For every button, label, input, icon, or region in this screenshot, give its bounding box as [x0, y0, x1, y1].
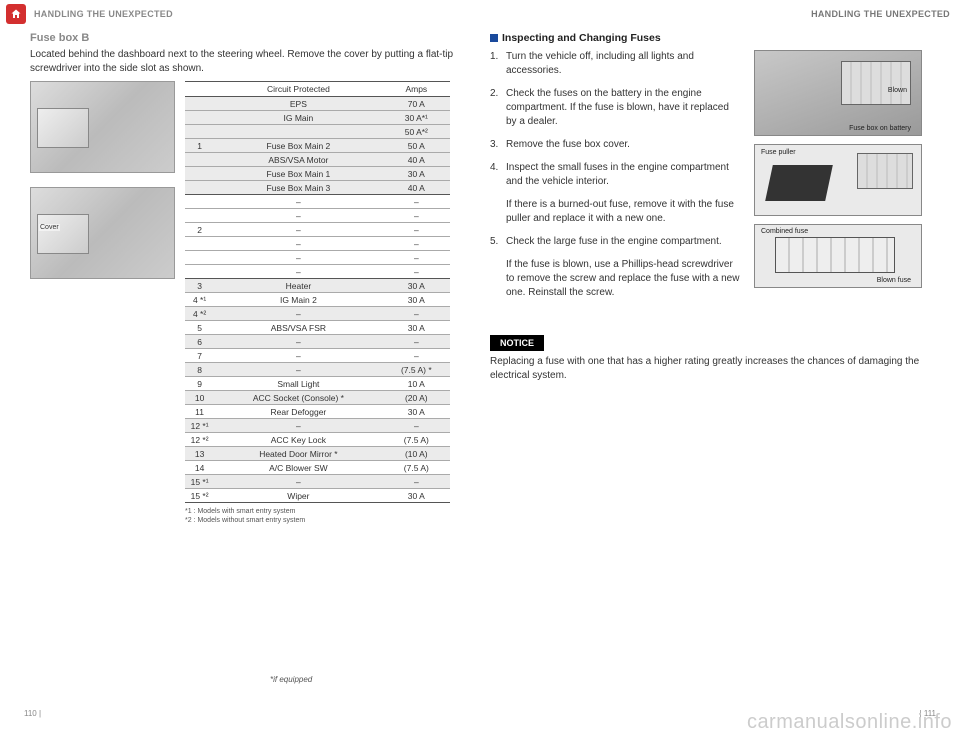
list-item: 4.Inspect the small fuses in the engine … — [490, 161, 742, 189]
th-blank — [185, 82, 214, 97]
table-row: 13Heated Door Mirror *(10 A) — [185, 447, 450, 461]
table-row: –– — [185, 237, 450, 251]
diagram-battery-fuse: Blown Fuse box on battery — [754, 50, 922, 136]
diagram-fuse-puller: Fuse puller — [754, 144, 922, 216]
table-row: 4 *²–– — [185, 307, 450, 321]
left-column: Fuse box B Located behind the dashboard … — [30, 32, 460, 525]
section-header-right: HANDLING THE UNEXPECTED — [811, 9, 950, 19]
table-row: 1Fuse Box Main 250 A — [185, 139, 450, 153]
diagram-combined-fuse: Combined fuse Blown fuse — [754, 224, 922, 288]
table-row: EPS70 A — [185, 97, 450, 111]
cover-label: Cover — [39, 224, 60, 231]
fuse-box-subtitle: Fuse box B — [30, 32, 460, 44]
table-row: 11Rear Defogger30 A — [185, 405, 450, 419]
right-heading: Inspecting and Changing Fuses — [490, 32, 930, 44]
table-row: –– — [185, 265, 450, 279]
fuse-table: Circuit Protected Amps EPS70 AIG Main30 … — [185, 81, 450, 503]
table-row: ABS/VSA Motor40 A — [185, 153, 450, 167]
blown-fuse-label: Blown fuse — [877, 277, 911, 284]
table-row: Fuse Box Main 130 A — [185, 167, 450, 181]
watermark: carmanualsonline.info — [747, 711, 952, 734]
table-row: 12 *¹–– — [185, 419, 450, 433]
home-icon[interactable] — [6, 4, 26, 24]
table-row: 50 A*² — [185, 125, 450, 139]
table-row: 15 *¹–– — [185, 475, 450, 489]
table-row: 15 *²Wiper30 A — [185, 489, 450, 503]
table-row: 5ABS/VSA FSR30 A — [185, 321, 450, 335]
fuse-box-image-1 — [30, 81, 175, 173]
diagrams-column: Blown Fuse box on battery Fuse puller Co… — [754, 50, 922, 317]
table-row: –– — [185, 209, 450, 223]
combined-fuse-label: Combined fuse — [761, 228, 808, 235]
images-column: Cover — [30, 81, 175, 525]
list-item: 2.Check the fuses on the battery in the … — [490, 87, 742, 129]
fuse-box-intro: Located behind the dashboard next to the… — [30, 48, 460, 75]
table-row: 7–– — [185, 349, 450, 363]
table-row: 8–(7.5 A) * — [185, 363, 450, 377]
table-row: 10ACC Socket (Console) *(20 A) — [185, 391, 450, 405]
footnote-2: *2 : Models without smart entry system — [185, 516, 450, 525]
table-row: IG Main30 A*¹ — [185, 111, 450, 125]
section-header-left: HANDLING THE UNEXPECTED — [34, 9, 811, 19]
table-row: Fuse Box Main 340 A — [185, 181, 450, 195]
table-row: –– — [185, 195, 450, 209]
right-heading-text: Inspecting and Changing Fuses — [502, 32, 661, 44]
table-row: 4 *¹IG Main 230 A — [185, 293, 450, 307]
step-5: 5.Check the large fuse in the engine com… — [490, 235, 742, 249]
fuse-box-image-2: Cover — [30, 187, 175, 279]
page-body: Fuse box B Located behind the dashboard … — [0, 26, 960, 535]
top-bar: HANDLING THE UNEXPECTED HANDLING THE UNE… — [0, 0, 960, 26]
table-row: 14A/C Blower SW(7.5 A) — [185, 461, 450, 475]
table-row: 6–– — [185, 335, 450, 349]
if-equipped-note: *if equipped — [270, 675, 312, 684]
table-row: 9Small Light10 A — [185, 377, 450, 391]
steps-list: 1.Turn the vehicle off, including all li… — [490, 50, 742, 189]
fuse-puller-label: Fuse puller — [761, 149, 796, 156]
table-row: 2–– — [185, 223, 450, 237]
step4-extra: If there is a burned-out fuse, remove it… — [506, 198, 742, 226]
right-column: Inspecting and Changing Fuses 1.Turn the… — [490, 32, 930, 525]
table-row: 12 *²ACC Key Lock(7.5 A) — [185, 433, 450, 447]
notice-badge: NOTICE — [490, 335, 544, 351]
list-item: 1.Turn the vehicle off, including all li… — [490, 50, 742, 78]
footnote-1: *1 : Models with smart entry system — [185, 507, 450, 516]
notice-text: Replacing a fuse with one that has a hig… — [490, 355, 930, 383]
fuse-table-wrap: Circuit Protected Amps EPS70 AIG Main30 … — [185, 81, 450, 525]
page-number-left: 110 | — [24, 709, 41, 718]
fusebox-battery-label: Fuse box on battery — [849, 125, 911, 132]
footnotes: *1 : Models with smart entry system *2 :… — [185, 507, 450, 525]
table-row: 3Heater30 A — [185, 279, 450, 293]
step5-extra: If the fuse is blown, use a Phillips-hea… — [506, 258, 742, 300]
list-item: 3.Remove the fuse box cover. — [490, 138, 742, 152]
steps-column: 1.Turn the vehicle off, including all li… — [490, 50, 742, 317]
blue-square-icon — [490, 34, 498, 42]
blown-label: Blown — [888, 87, 907, 94]
table-row: –– — [185, 251, 450, 265]
th-amps: Amps — [383, 82, 450, 97]
th-circuit: Circuit Protected — [214, 82, 382, 97]
